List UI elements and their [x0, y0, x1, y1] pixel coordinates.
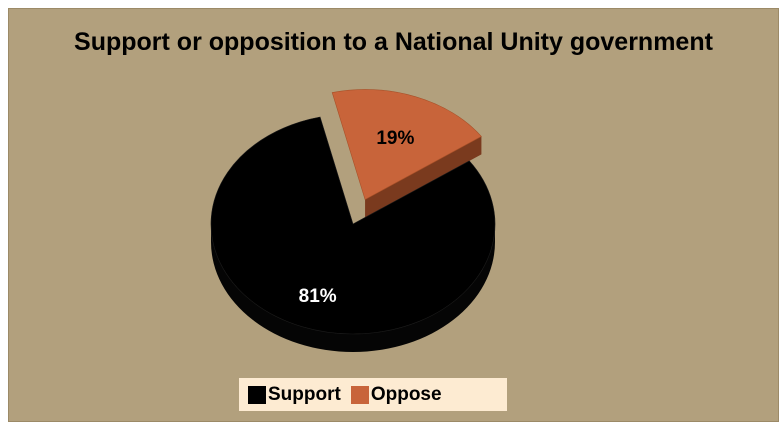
data-label-oppose: 19% [376, 128, 414, 149]
data-label-support: 81% [299, 286, 337, 307]
legend-item-oppose: Oppose [350, 383, 442, 406]
pie-slice-oppose [331, 89, 482, 200]
chart-legend: Support Oppose [239, 378, 507, 411]
pie-side-support [211, 224, 495, 352]
pie-chart: 81% 19% [210, 89, 496, 352]
pie-cut-face-oppose [365, 136, 482, 218]
legend-swatch-support [248, 385, 266, 404]
legend-swatch-oppose [350, 385, 369, 404]
legend-item-support: Support [248, 384, 341, 406]
chart-area: Support or opposition to a National Unit… [8, 8, 779, 422]
pie-slice-support [210, 116, 496, 335]
chart-title: Support or opposition to a National Unit… [74, 28, 713, 56]
legend-label-oppose: Oppose [370, 383, 442, 405]
legend-label-support: Support [268, 383, 341, 405]
